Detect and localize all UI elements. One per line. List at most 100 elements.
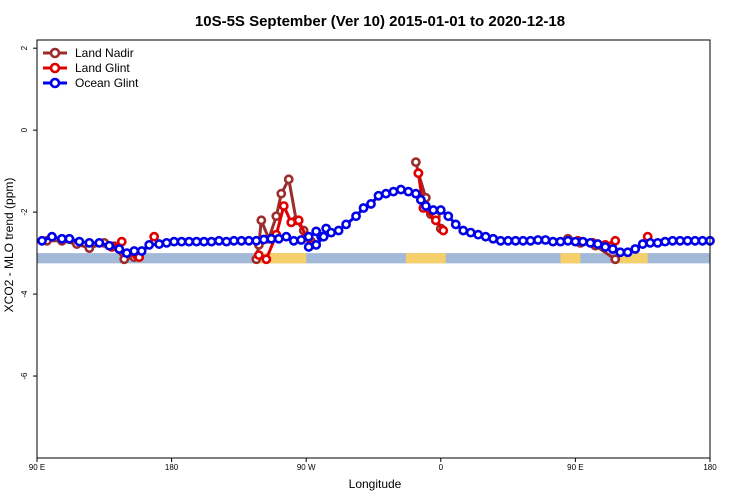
ocean-glint-point [428,205,439,215]
ocean-glint-point [525,235,536,246]
land-glint-point [438,225,449,236]
ocean-glint-point [114,244,125,254]
ocean-glint-point [144,240,155,250]
ocean-glint-point [214,235,224,246]
ocean-band [37,253,710,264]
land-nadir-point [610,254,621,265]
ocean-glint-point [251,235,262,246]
x-axis: 90 E 180 90 W 0 90 E 180 [29,458,717,472]
land-glint-point [413,168,424,179]
ocean-glint-point [473,229,484,240]
land-glint-point [278,201,289,211]
ocean-glint-point [615,247,626,258]
ocean-glint-point [184,236,194,247]
land-glint-point [610,235,621,246]
ocean-glint-point [577,236,588,247]
ocean-glint-point [570,236,581,247]
ocean-glint-point [351,211,361,222]
x-tick-label: 180 [165,463,179,472]
ocean-glint-point [37,235,47,246]
ocean-glint-point [600,242,611,252]
series-layer [37,157,715,265]
y-axis-label: XCO2 - MLO trend (ppm) [2,178,16,313]
ocean-glint-point [94,237,105,248]
ocean-glint-point [690,235,700,246]
ocean-glint-point [236,235,247,246]
ocean-glint-point [288,235,299,246]
ocean-glint-point [191,236,202,247]
land-glint-point [261,254,272,265]
ocean-glint-point [161,237,172,248]
land-nadir-point [271,211,282,222]
legend-swatch-point-land-nadir [49,47,61,59]
ocean-glint-point [488,233,499,244]
ocean-glint-point [341,219,351,230]
ocean-glint-point [540,235,551,245]
ocean-glint-point [555,236,566,247]
ocean-glint-point [675,235,685,246]
ocean-glint-point [333,225,344,236]
ocean-glint-point [47,231,57,242]
y-tick-label: -4 [20,290,29,298]
ocean-glint-point [273,233,284,244]
ocean-glint-point [74,236,85,247]
ocean-glint-point [266,233,277,244]
ocean-glint-point [585,237,596,248]
ocean-glint-point [667,235,678,246]
ocean-glint-point [660,236,671,247]
ocean-glint-point [563,235,573,246]
ocean-glint-point [548,236,558,247]
x-axis-label: Longitude [349,477,402,491]
ocean-glint-point [154,239,165,249]
x-tick-label: 90 W [297,463,316,472]
chart-title: 10S-5S September (Ver 10) 2015-01-01 to … [195,13,565,30]
ocean-glint-point [221,236,232,247]
ocean-glint-point [465,227,476,238]
ocean-glint-point [311,240,322,250]
ocean-glint-point [450,219,461,230]
ocean-glint-point [381,188,391,199]
ocean-glint-point [206,236,217,247]
ocean-glint-point [396,184,406,195]
y-axis: 2 0 -2 -4 -6 [20,45,37,380]
ocean-glint-point [303,231,314,242]
land-glint-point [253,250,264,261]
ocean-glint-point [296,235,307,245]
ocean-glint-point [645,237,656,248]
ocean-glint-point [410,188,421,199]
ocean-glint-point [388,186,399,197]
ocean-glint-point [136,246,147,256]
ocean-glint-point [480,231,491,242]
land-nadir-point [256,215,267,226]
ocean-glint-point [84,237,95,248]
land-glint-line [416,172,445,232]
ocean-glint-point [281,231,292,242]
ocean-glint-point [129,246,140,256]
ocean-glint-point [652,237,663,248]
ocean-glint-point [258,234,269,245]
land-band-0 [258,253,307,264]
ocean-glint-point [104,240,115,251]
surface-band [37,253,710,264]
ocean-glint-point [415,194,426,205]
legend-label-ocean-glint: Ocean Glint [75,76,139,90]
ocean-glint-point [358,203,369,213]
ocean-glint-point [64,233,75,244]
legend-swatch-point-ocean-glint [49,77,61,89]
ocean-glint-point [518,235,528,246]
ocean-glint-point [57,233,67,244]
ocean-glint-point [373,190,384,201]
ocean-glint-point [318,231,329,242]
land-nadir-point [276,188,287,199]
ocean-glint-point [121,248,132,258]
ocean-glint-point [169,236,179,247]
series-ocean-glint [37,184,715,258]
ocean-glint-point [199,236,209,247]
ocean-glint-point [697,235,708,246]
ocean-glint-point [303,242,314,252]
x-tick-label: 180 [703,463,717,472]
ocean-glint-point [176,236,187,247]
ocean-glint-point [622,247,633,258]
